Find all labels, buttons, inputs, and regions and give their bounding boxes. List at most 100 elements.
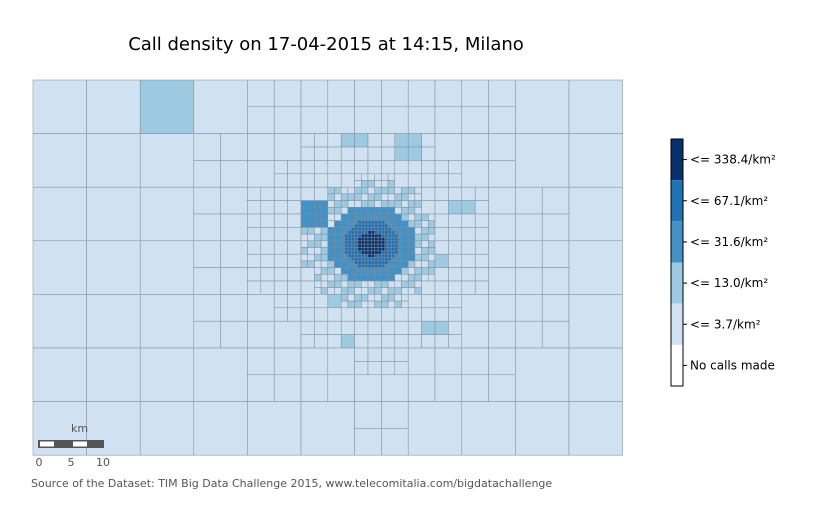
grid-cell-25 <box>568 79 623 134</box>
grid-cell-780 <box>139 347 195 402</box>
legend-label-4: <= 3.7/km² <box>690 317 761 331</box>
grid-cell-770 <box>488 294 516 322</box>
scale-tick-5: 5 <box>68 456 75 469</box>
grid-cell-705 <box>273 320 302 349</box>
grid-cell-30 <box>220 133 248 161</box>
grid-cell-8 <box>300 79 329 108</box>
grid-cell-18 <box>407 106 436 134</box>
grid-cell-7 <box>273 106 302 134</box>
grid-cell-105 <box>193 213 221 242</box>
grid-cell-820 <box>407 401 463 456</box>
grid-cell-103 <box>193 186 221 215</box>
grid-cell-24 <box>515 79 570 134</box>
grid-cell-808 <box>515 347 570 402</box>
grid-cell-694 <box>139 294 195 349</box>
grid-cell-817 <box>381 401 409 429</box>
grid-cell-374 <box>541 186 570 215</box>
grid-cell-704 <box>247 320 275 349</box>
grid-cell-778 <box>32 347 87 402</box>
grid-cell-17 <box>434 79 463 108</box>
legend-swatch-5 <box>671 344 683 386</box>
grid-cell-378 <box>32 240 87 295</box>
grid-cell-690 <box>541 267 570 295</box>
grid-cell-806 <box>461 374 489 402</box>
grid-cell-698 <box>220 320 248 349</box>
grid-cell-101 <box>86 186 141 242</box>
grid-cell-376 <box>541 213 570 242</box>
grid-cell-802 <box>407 374 436 402</box>
grid-cell-773 <box>515 294 543 322</box>
grid-cell-100 <box>32 186 87 242</box>
legend-label-0: <= 338.4/km² <box>690 153 776 167</box>
grid-cell-13 <box>381 79 409 108</box>
chart-title: Call density on 17-04-2015 at 14:15, Mil… <box>128 34 524 55</box>
legend-label-1: <= 67.1/km² <box>690 194 768 208</box>
grid-cell-367 <box>488 186 516 215</box>
grid-cell-23 <box>488 106 516 134</box>
grid-cell-4 <box>247 79 275 108</box>
grid-cell-97 <box>488 160 516 188</box>
grid-cell-769 <box>461 294 489 322</box>
grid-cell-687 <box>515 240 543 268</box>
grid-cell-383 <box>193 267 221 295</box>
grid-cell-6 <box>247 106 275 134</box>
grid-cell-14 <box>354 106 382 134</box>
grid-cell-777 <box>568 294 623 349</box>
grid-cell-774 <box>541 294 570 322</box>
grid-cell-788 <box>300 374 329 402</box>
grid-cell-814 <box>247 401 302 456</box>
grid-cell-821 <box>461 401 516 456</box>
scale-tick-0: 0 <box>36 456 43 469</box>
grid-cell-818 <box>354 428 382 456</box>
grid-cell-693 <box>86 294 141 349</box>
grid-cell-812 <box>139 401 195 456</box>
grid-cell-692 <box>32 294 87 349</box>
grid-cell-686 <box>488 267 516 295</box>
grid-cell-98 <box>515 133 570 188</box>
grid-cell-779 <box>86 347 141 402</box>
legend-swatch-0 <box>671 139 683 181</box>
grid-cell-823 <box>568 401 623 456</box>
grid-cell-691 <box>568 240 623 295</box>
legend-label-5: No calls made <box>690 358 775 372</box>
grid-cell-801 <box>434 347 463 376</box>
grid-cell-10 <box>300 106 329 134</box>
grid-cell-787 <box>327 347 355 376</box>
source-note: Source of the Dataset: TIM Big Data Chal… <box>31 477 553 490</box>
grid-cell-807 <box>488 374 516 402</box>
grid-cell-3 <box>193 79 248 134</box>
grid-cell-5 <box>273 79 302 108</box>
grid-cell-785 <box>273 374 302 402</box>
legend-swatch-3 <box>671 262 683 304</box>
legend-label-3: <= 13.0/km² <box>690 276 768 290</box>
grid-cell-26 <box>32 133 87 188</box>
grid-cell-696 <box>220 294 248 322</box>
grid-cell-35 <box>247 160 275 188</box>
grid-cell-805 <box>488 347 516 376</box>
grid-cell-96 <box>461 160 489 188</box>
grid-cell-372 <box>488 213 516 242</box>
grid-cell-804 <box>461 347 489 376</box>
grid-cell-94 <box>461 133 489 161</box>
scale-tick-10: 10 <box>96 456 110 469</box>
grid-cell-695 <box>193 294 221 322</box>
grid-cell-781 <box>193 347 248 402</box>
grid-cell-12 <box>354 79 382 108</box>
grid-cell-798 <box>354 374 382 402</box>
grid-cell-85 <box>434 133 463 161</box>
grid-cell-789 <box>327 374 355 402</box>
grid-cell-382 <box>220 240 248 268</box>
grid-cell-32 <box>220 160 248 188</box>
grid-cell-813 <box>193 401 248 456</box>
grid-cell-31 <box>193 160 221 188</box>
grid-cell-381 <box>193 240 221 268</box>
grid-cell-21 <box>488 79 516 108</box>
legend-swatch-2 <box>671 221 683 263</box>
grid-cell-784 <box>247 374 275 402</box>
grid-cell-27 <box>86 133 141 188</box>
legend-swatch-4 <box>671 303 683 345</box>
grid-cell-102 <box>139 186 195 242</box>
grid-cell-771 <box>461 320 489 349</box>
